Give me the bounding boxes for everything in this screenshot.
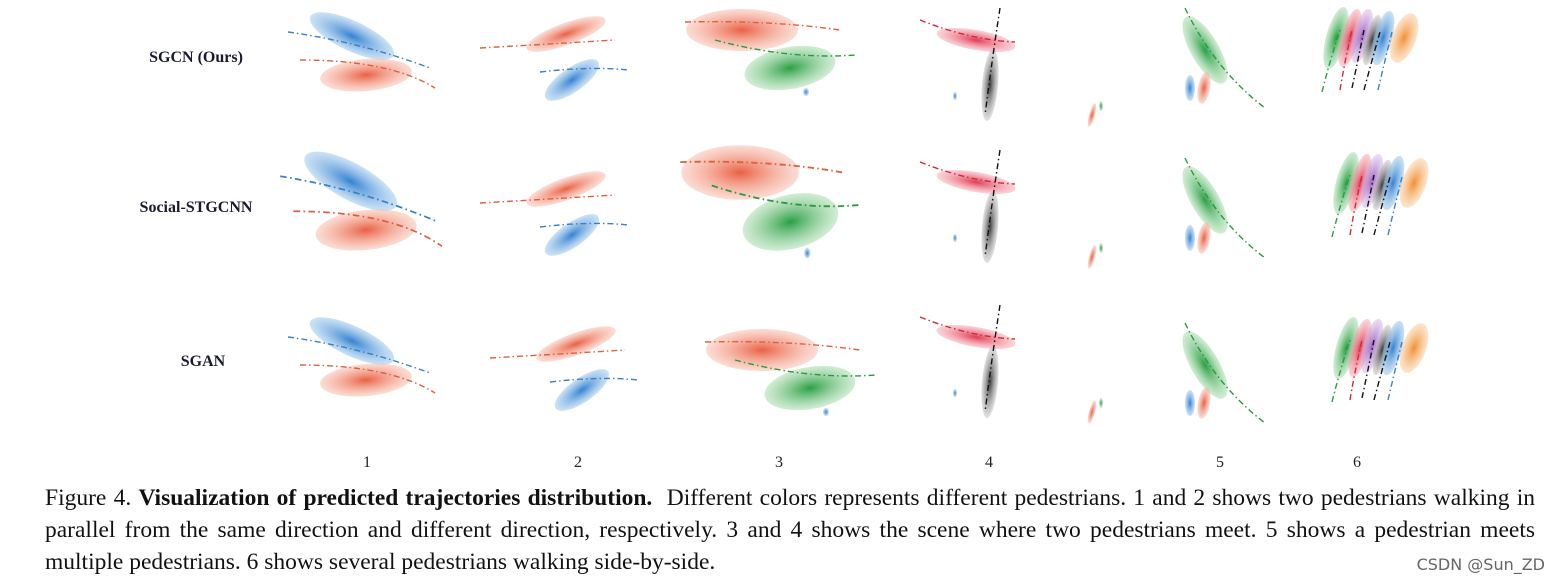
column-label: 1 xyxy=(363,454,371,471)
column-label: 3 xyxy=(775,454,783,471)
column-label: 4 xyxy=(985,454,993,471)
row-label: SGAN xyxy=(181,353,226,370)
row-label: Social-STGCNN xyxy=(140,199,253,216)
figure: SGCN (Ours) Social-STGCNN SGAN 1 2 3 4 5… xyxy=(140,2,1435,471)
panel xyxy=(479,163,629,264)
panel xyxy=(919,7,1104,129)
caption: Figure 4. Visualization of predicted tra… xyxy=(45,482,1535,578)
caption-label: Figure 4. xyxy=(45,485,132,511)
panel xyxy=(919,304,1104,426)
panel xyxy=(489,318,639,419)
panel xyxy=(919,149,1104,271)
panel xyxy=(479,8,629,109)
panel xyxy=(1317,3,1425,93)
column-label: 2 xyxy=(574,454,582,471)
caption-bold: Visualization of predicted trajectories … xyxy=(138,485,653,511)
row-3-panels xyxy=(287,304,1435,426)
panel xyxy=(1327,148,1435,238)
watermark: CSDN @Sun_ZD xyxy=(1416,555,1545,574)
panel xyxy=(1173,157,1266,259)
panel xyxy=(704,328,876,418)
panel xyxy=(287,307,436,401)
panel xyxy=(287,2,436,96)
caption-text: Different colors represents different pe… xyxy=(45,485,1536,575)
panel xyxy=(684,8,856,98)
panel xyxy=(279,139,443,256)
row-2-panels xyxy=(279,139,1435,271)
panel xyxy=(1327,313,1435,403)
row-label: SGCN (Ours) xyxy=(149,49,243,66)
column-label: 5 xyxy=(1216,454,1224,471)
panel xyxy=(1173,322,1266,424)
panel xyxy=(679,144,860,261)
column-label: 6 xyxy=(1353,454,1361,471)
row-1-panels xyxy=(287,2,1425,129)
panel xyxy=(1173,7,1266,109)
